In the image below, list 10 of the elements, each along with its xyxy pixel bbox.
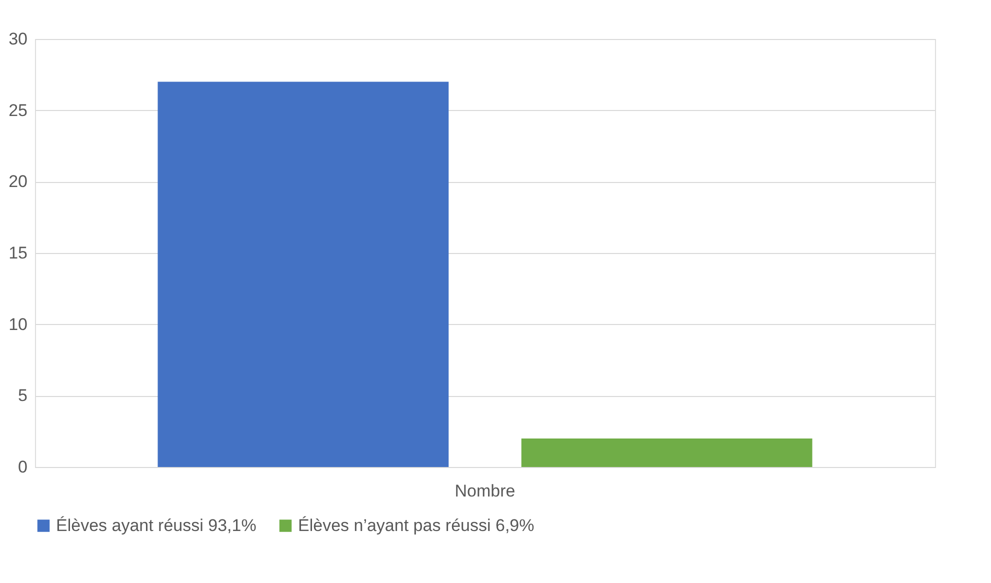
y-tick-label: 30	[8, 30, 28, 48]
y-tick-label: 10	[8, 314, 28, 334]
y-tick-label: 25	[8, 100, 28, 120]
y-tick-label: 0	[18, 458, 28, 476]
x-tick-label: Nombre	[454, 482, 516, 500]
legend-label: Élèves n’ayant pas réussi 6,9%	[298, 516, 534, 535]
y-tick-label: 5	[18, 386, 28, 406]
y-tick-label: 15	[8, 244, 28, 262]
y-tick-label: 20	[8, 172, 28, 192]
legend-label: Élèves ayant réussi 93,1%	[56, 516, 256, 535]
